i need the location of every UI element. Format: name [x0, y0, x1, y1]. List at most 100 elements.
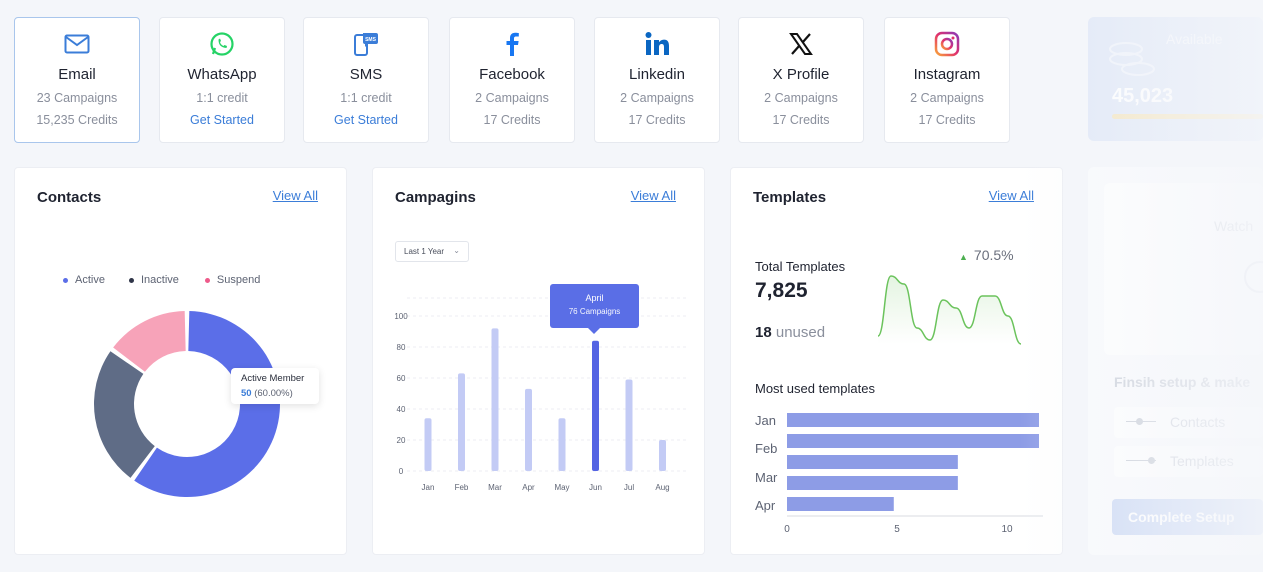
setup-step-label: Templates — [1170, 453, 1234, 469]
channel-name: Linkedin — [629, 66, 685, 83]
channel-card-whatsapp[interactable]: WhatsApp 1:1 credit Get Started — [159, 17, 285, 143]
legend-item-active: Active — [63, 274, 105, 286]
facebook-icon — [450, 31, 574, 57]
campaigns-period-select[interactable]: Last 1 Year ⌄ — [395, 241, 469, 262]
unused-count: 18 — [755, 324, 772, 341]
campaigns-bar-chart: 0 20 40 60 80 100 Jan Feb Mar Apr May Jun Jul Aug — [394, 297, 686, 492]
x-tick-label: 10 — [1001, 524, 1013, 535]
hbar[interactable] — [787, 455, 958, 469]
x-tick-label: Apr — [522, 483, 535, 492]
get-started-link[interactable]: Get Started — [334, 113, 398, 127]
legend-label-active: Active — [75, 274, 105, 286]
x-tick-label: 0 — [784, 524, 790, 535]
channel-credits: 17 Credits — [628, 113, 686, 127]
y-tick-label: 100 — [394, 312, 408, 321]
legend-item-inactive: Inactive — [128, 274, 179, 286]
campaigns-view-all-link[interactable]: View All — [630, 188, 676, 203]
templates-card: Templates View All Total Templates 7,825… — [730, 167, 1063, 555]
y-tick-label: 20 — [397, 436, 406, 445]
donut-tooltip-pct: (60.00%) — [254, 388, 293, 399]
chevron-down-icon: ⌄ — [453, 246, 460, 255]
bar-feb[interactable] — [458, 373, 465, 471]
video-box[interactable]: Watch — [1104, 183, 1263, 355]
y-category-label: Jan — [755, 413, 776, 428]
channel-card-x-profile[interactable]: X Profile 2 Campaigns 17 Credits — [738, 17, 864, 143]
unused-label: unused — [775, 324, 826, 341]
legend-item-suspend: Suspend — [204, 274, 261, 286]
channel-name: X Profile — [772, 66, 830, 83]
get-started-link[interactable]: Get Started — [190, 113, 254, 127]
templates-title: Templates — [753, 189, 827, 206]
bar-jan[interactable] — [424, 418, 432, 471]
donut-slice-active[interactable] — [134, 311, 280, 497]
x-tick-label: May — [554, 483, 569, 492]
donut-tooltip-value: 50 (60.00%) — [241, 388, 309, 399]
setup-step-contacts[interactable]: Contacts — [1114, 407, 1263, 438]
donut-slice-inactive[interactable] — [94, 351, 155, 478]
templates-growth-value: 70.5% — [973, 247, 1014, 263]
contacts-view-all-link[interactable]: View All — [272, 188, 318, 203]
legend-dot-inactive — [128, 277, 134, 283]
complete-setup-button[interactable]: Complete Setup — [1112, 499, 1263, 535]
sms-icon: SMS — [304, 31, 428, 57]
x-tick-label: Feb — [455, 483, 469, 492]
templates-sparkline — [877, 275, 1022, 345]
channel-credits: 15,235 Credits — [36, 113, 118, 127]
hbar[interactable] — [787, 497, 894, 511]
bar-apr[interactable] — [525, 388, 532, 471]
channel-name: Instagram — [913, 66, 981, 83]
bar-aug[interactable] — [659, 440, 666, 471]
y-tick-label: 40 — [397, 405, 406, 414]
channel-line1: 2 Campaigns — [764, 91, 838, 105]
campaigns-card: Campagins View All Last 1 Year ⌄ 0 20 40 60… — [372, 167, 705, 555]
setup-step-templates[interactable]: Templates — [1114, 446, 1263, 477]
legend-label-inactive: Inactive — [140, 274, 179, 286]
templates-growth: ▲ 70.5% — [959, 247, 1014, 263]
y-category-label: Feb — [755, 441, 777, 456]
channel-line1: 2 Campaigns — [475, 91, 549, 105]
bar-jun[interactable] — [592, 340, 599, 471]
svg-text:SMS: SMS — [365, 37, 377, 43]
x-tick-label: Mar — [488, 483, 502, 492]
coins-icon — [1109, 42, 1155, 76]
step-knob — [1148, 457, 1155, 464]
y-category-label: Apr — [755, 498, 776, 513]
channel-credits: 17 Credits — [483, 113, 541, 127]
campaigns-tooltip: April 76 Campaigns — [550, 284, 639, 334]
channel-card-sms[interactable]: SMS SMS 1:1 credit Get Started — [303, 17, 429, 143]
step-knob — [1136, 418, 1143, 425]
legend-dot-active — [63, 277, 68, 283]
donut-tooltip-title: Active Member — [241, 373, 305, 384]
most-used-bar-chart: Jan Feb Mar Apr 0 5 10 — [755, 413, 1043, 535]
channel-card-instagram[interactable]: Instagram 2 Campaigns 17 Credits — [884, 17, 1010, 143]
donut-slice-suspend[interactable] — [113, 311, 186, 372]
channel-name: Facebook — [479, 66, 545, 83]
instagram-icon — [885, 31, 1009, 57]
available-title: Available — [1166, 31, 1223, 47]
play-icon[interactable] — [1244, 261, 1263, 293]
bar-jul[interactable] — [625, 379, 633, 471]
sparkline-area — [878, 276, 1021, 344]
x-tick-label: Jun — [589, 483, 602, 492]
legend-label-suspend: Suspend — [216, 274, 261, 286]
campaigns-period-value: Last 1 Year — [404, 247, 445, 256]
x-tick-label: 5 — [894, 524, 900, 535]
hbar[interactable] — [787, 413, 1039, 427]
linkedin-icon — [595, 31, 719, 57]
y-tick-label: 80 — [397, 343, 406, 352]
channel-card-email[interactable]: Email 23 Campaigns 15,235 Credits — [14, 17, 140, 143]
bar-may[interactable] — [558, 418, 566, 471]
setup-step-label: Contacts — [1170, 414, 1226, 430]
hbar[interactable] — [787, 434, 1039, 448]
available-progress — [1112, 114, 1263, 119]
channel-card-facebook[interactable]: Facebook 2 Campaigns 17 Credits — [449, 17, 575, 143]
x-tick-label: Jan — [422, 483, 435, 492]
hbar[interactable] — [787, 476, 958, 490]
channel-line1: 2 Campaigns — [910, 91, 984, 105]
channel-card-linkedin[interactable]: Linkedin 2 Campaigns 17 Credits — [594, 17, 720, 143]
channel-line1: 2 Campaigns — [620, 91, 694, 105]
bar-mar[interactable] — [491, 328, 499, 471]
legend-dot-suspend — [204, 277, 210, 283]
whatsapp-icon — [160, 31, 284, 57]
unused-templates: 18 unused — [755, 324, 825, 341]
